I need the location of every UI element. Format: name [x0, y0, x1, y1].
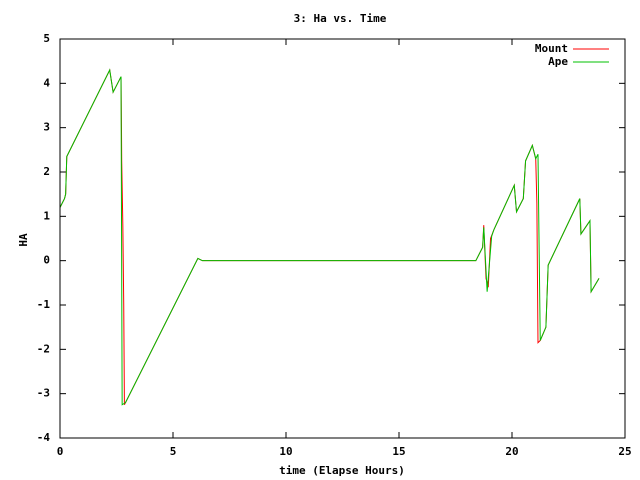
legend-label: Mount: [535, 42, 568, 55]
y-tick-label: 4: [43, 76, 50, 89]
x-tick-label: 20: [505, 445, 518, 458]
chart-title: 3: Ha vs. Time: [294, 12, 387, 25]
x-tick-label: 15: [392, 445, 405, 458]
x-tick-label: 25: [618, 445, 631, 458]
series-line: [59, 68, 600, 406]
y-tick-label: 1: [43, 209, 50, 222]
y-tick-label: -1: [37, 298, 51, 311]
y-tick-label: 0: [43, 254, 50, 267]
y-tick-label: 2: [43, 165, 50, 178]
x-axis-label: time (Elapse Hours): [279, 464, 405, 477]
y-tick-label: -4: [37, 431, 51, 444]
y-tick-label: -2: [37, 342, 50, 355]
x-tick-label: 5: [170, 445, 177, 458]
x-tick-label: 0: [57, 445, 64, 458]
plot-border: [59, 38, 626, 439]
legend-label: Ape: [548, 55, 568, 68]
y-tick-label: 3: [43, 121, 50, 134]
x-tick-label: 10: [279, 445, 292, 458]
y-tick-label: -3: [37, 387, 50, 400]
y-tick-label: 5: [43, 32, 50, 45]
y-axis-label: HA: [17, 233, 30, 247]
